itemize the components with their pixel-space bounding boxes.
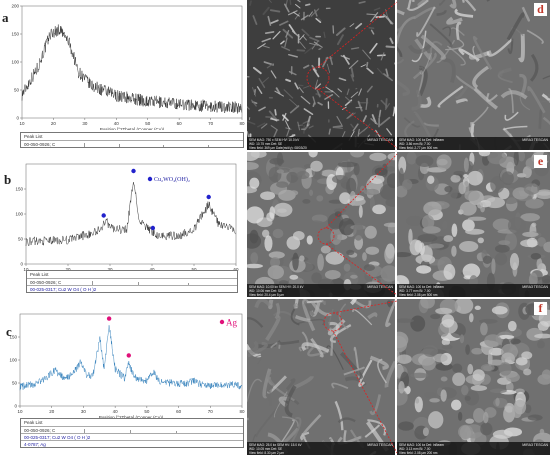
sem-texture: [247, 0, 395, 150]
x-tick-label: 10: [19, 121, 25, 126]
y-tick-label: 150: [9, 335, 17, 340]
peak-list-entry: 00-050-0926; C: [21, 140, 243, 147]
panel-label-a: a: [2, 10, 9, 25]
y-tick-label: 150: [11, 32, 19, 37]
peak-marker: [131, 168, 136, 174]
peak-list-b: Peak List 00-050-0926; C 00-025-0317; Cu…: [26, 270, 238, 293]
y-tick-label: 50: [18, 237, 24, 242]
sem-texture: [397, 152, 550, 297]
panel-label-b: b: [4, 172, 12, 187]
sem-label-f: f: [534, 302, 547, 315]
sem-texture: [247, 299, 395, 455]
sem-info-bar: SEM MAG: 100 kx Det: InBeam WD: 3.77 mm …: [397, 284, 550, 297]
peak-marker: [106, 316, 112, 321]
sem-image-bot-right: f SEM MAG: 100 kx Det: InBeam WD: 3.13 m…: [397, 299, 550, 455]
x-tick-label: 40: [113, 409, 119, 414]
xrd-plot-b: 102030405060050100150Position [°2Theta] …: [15, 163, 239, 276]
x-tick-label: 60: [177, 121, 183, 126]
sem-image-mid-right: e SEM MAG: 100 kx Det: InBeam WD: 3.77 m…: [397, 152, 550, 297]
sem-image-mid-left: SEM MAG: 10.00 kx SEM HV: 20.0 kV WD: 10…: [247, 152, 395, 297]
y-tick-label: 50: [12, 381, 18, 386]
y-tick-label: 50: [14, 88, 20, 93]
sem-texture: [397, 299, 550, 455]
sem-label-d: d: [534, 3, 547, 16]
x-tick-label: 30: [81, 409, 87, 414]
y-tick-label: 100: [15, 212, 23, 217]
xrd-pattern-line: [21, 24, 243, 114]
plot-frame: [19, 313, 243, 407]
x-tick-label: 10: [23, 267, 29, 272]
xrd-chart-a: 10 20 30 40 50 60 70 80 0 50 100 150 200 Position [°2…: [0, 0, 245, 131]
legend-label: Ag: [226, 318, 237, 328]
sem-info-bar: SEM MAG: 100 kx Det: InBeam WD: 3.86 mm …: [397, 137, 550, 150]
sem-texture: [247, 152, 395, 297]
peak-list-c: Peak List 00-050-0926; C 00-025-0317; Cu…: [20, 418, 244, 448]
sem-info-bar: SEM MAG: 100 kx Det: InBeam WD: 3.13 mm …: [397, 442, 550, 455]
legend-label: Cu₂WO₄(OH)₂: [154, 176, 190, 183]
peak-list-header: Peak List: [30, 272, 49, 277]
panel-label-c: c: [6, 324, 12, 339]
y-tick-label: 0: [20, 262, 23, 267]
peak-marker: [206, 194, 211, 200]
x-tick-label: 50: [191, 267, 197, 272]
x-tick-label: 70: [208, 121, 214, 126]
x-tick-label: 70: [208, 409, 214, 414]
xrd-chart-c: 10 20 30 40 50 60 70 80 0 50 100 150 Position [°2The…: [0, 306, 245, 418]
y-tick-label: 0: [14, 404, 17, 409]
legend-marker: [147, 176, 153, 182]
x-tick-label: 30: [82, 121, 88, 126]
x-tick-label: 40: [149, 267, 155, 272]
sem-image-top-left: SEM MAG: 750 x SEM HV: 10.0 kV WD: 10.75…: [247, 0, 395, 150]
sem-label-e: e: [534, 155, 547, 168]
y-tick-label: 200: [11, 4, 19, 9]
x-tick-label: 20: [51, 121, 57, 126]
x-tick-label: 80: [239, 121, 245, 126]
x-axis-label: Position [°2Theta] (Copper (Cu)): [99, 415, 164, 418]
y-tick-label: 100: [11, 60, 19, 65]
xrd-pattern-line: [25, 182, 236, 247]
x-tick-label: 20: [49, 409, 55, 414]
peak-list-entry: 00-025-0317; Cu2 W O4 ( O H )2: [27, 285, 237, 292]
peak-list-entry: 00-050-0926; C: [21, 426, 243, 433]
x-tick-label: 60: [233, 267, 239, 272]
xrd-plot-a: 10 20 30 40 50 60 70 80 0 50 100 150 200 Position [°2…: [11, 4, 245, 131]
y-tick-label: 150: [15, 187, 23, 192]
y-tick-label: 0: [16, 116, 19, 121]
sem-image-top-right: d SEM MAG: 100 kx Det: InBeam WD: 3.86 m…: [397, 0, 550, 150]
legend-marker: [219, 319, 225, 325]
x-tick-label: 10: [17, 409, 23, 414]
x-tick-label: 40: [114, 121, 120, 126]
x-tick-label: 20: [65, 267, 71, 272]
x-tick-label: 30: [107, 267, 113, 272]
y-tick-label: 100: [9, 358, 17, 363]
xrd-plot-c: 10 20 30 40 50 60 70 80 0 50 100 150 Position [°2The…: [9, 313, 245, 418]
peak-list-a: Peak List 00-050-0926; C: [20, 132, 244, 148]
sem-texture: [397, 0, 550, 150]
sem-info-bar: SEM MAG: 25.0 kx SEM HV: 15.0 kV WD: 10.…: [247, 442, 395, 455]
sem-info-bar: SEM MAG: 750 x SEM HV: 10.0 kV WD: 10.75…: [247, 137, 395, 150]
peak-marker: [126, 353, 131, 358]
peak-marker: [101, 213, 106, 218]
plot-frame: [25, 163, 237, 265]
x-axis-label: Position [°2Theta] (Copper (Cu)): [100, 127, 165, 130]
peak-list-entry: 00-050-0926; C: [27, 278, 237, 285]
peak-list-entry: 4-0787; Ag: [21, 440, 243, 447]
peak-list-header: Peak List: [24, 420, 43, 425]
xrd-chart-b: 102030405060050100150Position [°2Theta] …: [0, 158, 245, 276]
plot-frame: [21, 5, 243, 119]
peak-list-entry: 00-025-0317; Cu2 W O4 ( O H )2: [21, 433, 243, 440]
sem-image-bot-left: SEM MAG: 25.0 kx SEM HV: 15.0 kV WD: 10.…: [247, 299, 395, 455]
sem-info-bar: SEM MAG: 10.00 kx SEM HV: 20.0 kV WD: 10…: [247, 284, 395, 297]
peak-list-header: Peak List: [24, 134, 43, 139]
xrd-pattern-line: [19, 325, 243, 391]
x-tick-label: 80: [239, 409, 245, 414]
x-tick-label: 60: [176, 409, 182, 414]
x-tick-label: 50: [144, 409, 150, 414]
x-tick-label: 50: [145, 121, 151, 126]
peak-marker: [150, 225, 156, 231]
